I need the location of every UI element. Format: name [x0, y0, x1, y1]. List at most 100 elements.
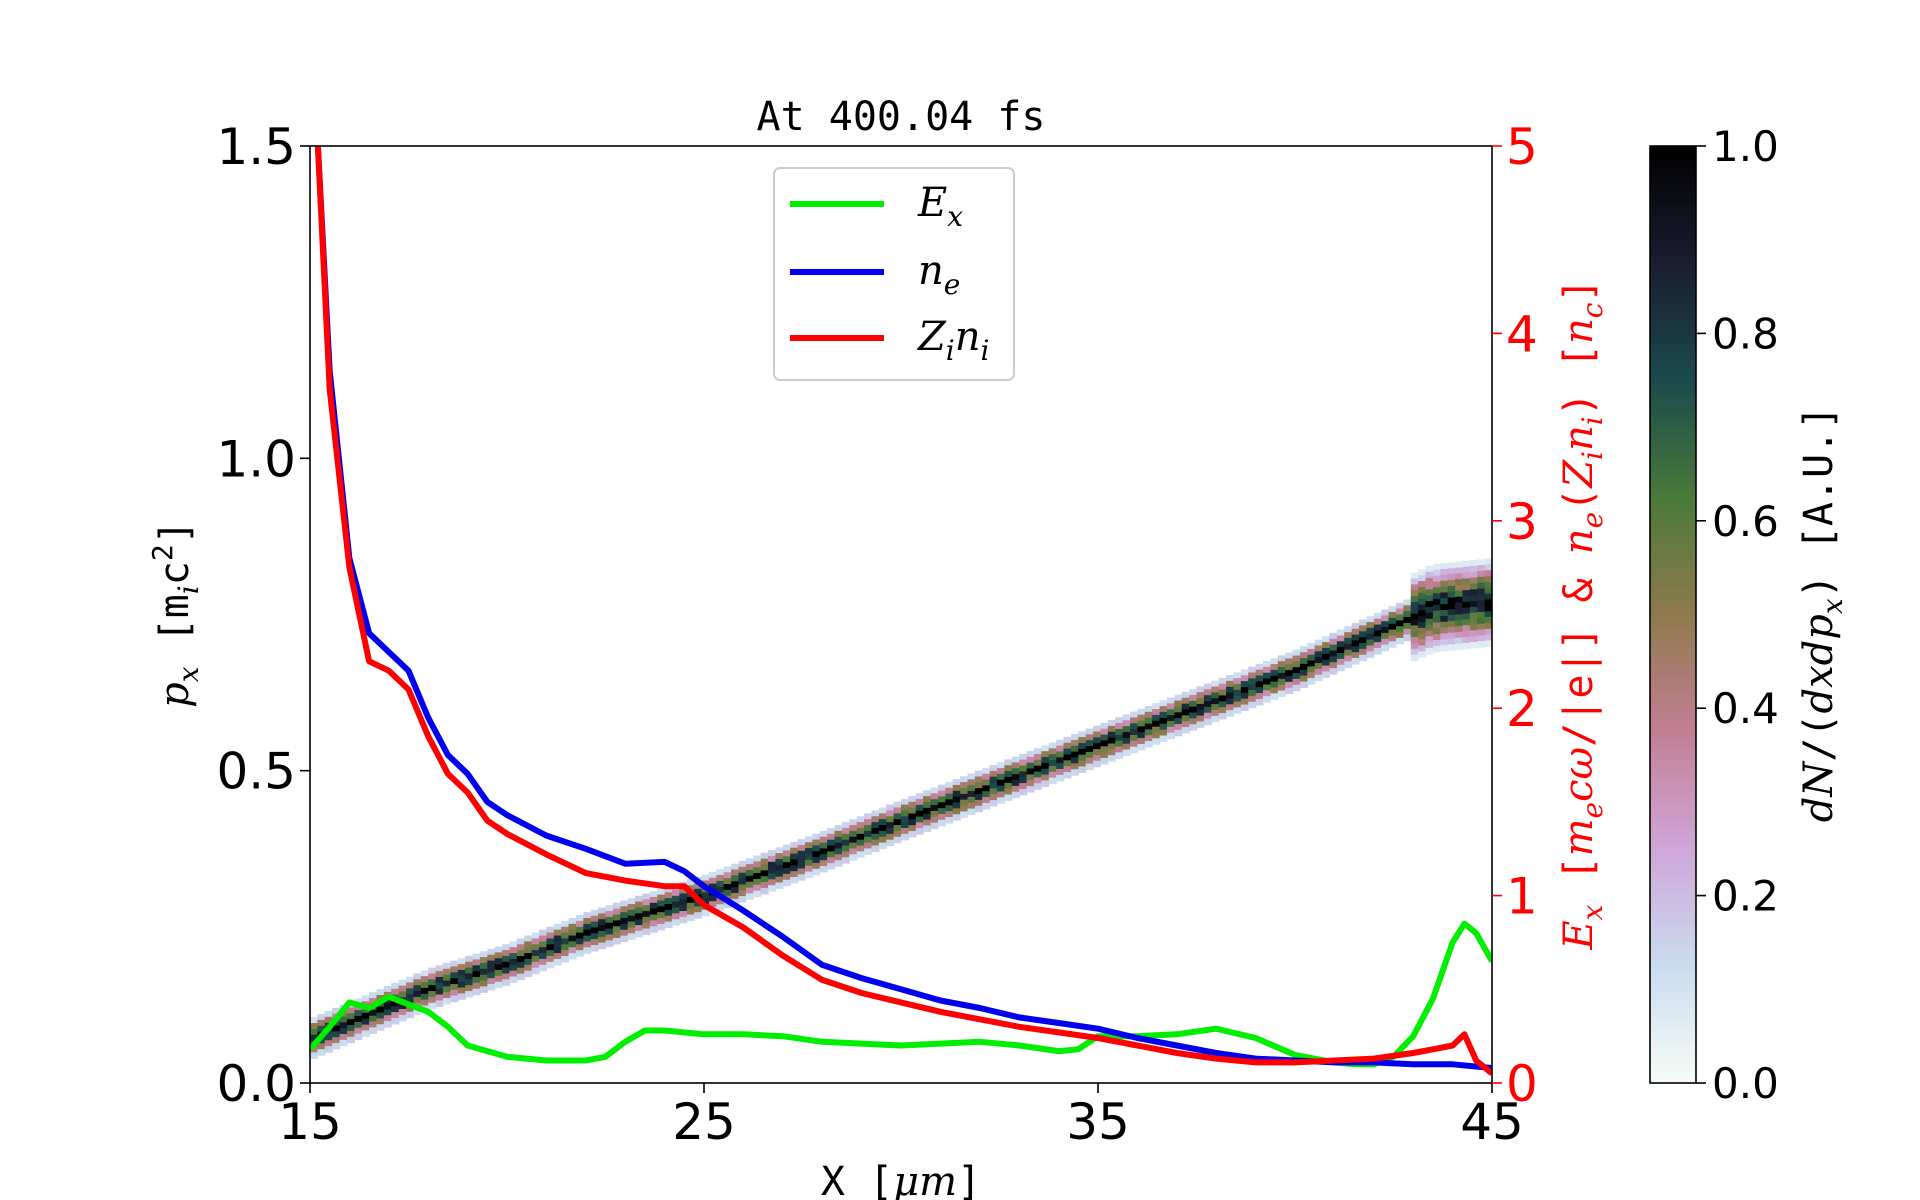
- heatmap-cell: [812, 862, 821, 870]
- heatmap-cell: [1218, 713, 1227, 720]
- heatmap-cell: [1189, 718, 1198, 725]
- heatmap-cell: [1203, 695, 1212, 702]
- heatmap-cell: [841, 851, 850, 858]
- heatmap-cell: [435, 982, 444, 990]
- heatmap-cell: [1418, 610, 1427, 617]
- heatmap-cell: [790, 853, 799, 861]
- heatmap-cell: [1115, 723, 1124, 730]
- heatmap-cell: [420, 970, 429, 977]
- heatmap-cell: [1196, 698, 1205, 705]
- heatmap-cell: [1240, 698, 1249, 706]
- heatmap-cell: [997, 785, 1006, 793]
- heatmap-cell: [797, 874, 806, 881]
- heatmap-cell: [849, 842, 858, 850]
- heatmap-cell: [1462, 572, 1471, 579]
- heatmap-cell: [686, 896, 695, 904]
- heatmap-cell: [1455, 626, 1464, 633]
- heatmap-cell: [819, 866, 828, 873]
- heatmap-cell: [930, 822, 939, 830]
- heatmap-cell: [1455, 602, 1464, 610]
- heatmap-cell: [1455, 631, 1464, 639]
- heatmap-cell: [1359, 654, 1368, 662]
- heatmap-cell: [1432, 610, 1441, 618]
- heatmap-cell: [657, 912, 666, 919]
- heatmap-cell: [701, 892, 710, 899]
- heatmap-cell: [487, 954, 496, 962]
- heatmap-cell: [649, 926, 658, 933]
- heatmap-cell: [509, 958, 518, 966]
- heatmap-cell: [509, 947, 518, 954]
- heatmap-cell: [346, 1007, 355, 1014]
- heatmap-cell: [1203, 712, 1212, 720]
- heatmap-cell: [1122, 720, 1131, 727]
- heatmap-cell: [568, 917, 577, 925]
- heatmap-cell: [376, 1024, 385, 1031]
- heatmap-cell: [1484, 617, 1492, 624]
- heatmap-cell: [450, 984, 459, 991]
- heatmap-cell: [1418, 592, 1427, 600]
- heatmap-cell: [1314, 668, 1323, 676]
- heatmap-cell: [1033, 765, 1042, 773]
- heatmap-cell: [738, 884, 747, 891]
- heatmap-cell: [974, 788, 983, 795]
- heatmap-cell: [893, 836, 902, 844]
- heatmap-cell: [1085, 746, 1094, 753]
- heatmap-cell: [1403, 622, 1412, 630]
- heatmap-cell: [878, 825, 887, 832]
- heatmap-cell: [819, 854, 828, 861]
- heatmap-cell: [1432, 569, 1441, 577]
- heatmap-cell: [937, 813, 946, 821]
- heatmap-cell: [1115, 734, 1124, 742]
- heatmap-cell: [428, 973, 437, 980]
- heatmap-cell: [1418, 645, 1427, 652]
- heatmap-cell: [841, 822, 850, 829]
- heatmap-cell: [1211, 709, 1220, 717]
- heatmap-cell: [516, 967, 525, 975]
- heatmap-cell: [1262, 672, 1271, 680]
- heatmap-cell: [1477, 565, 1486, 572]
- heatmap-cell: [435, 977, 444, 984]
- heatmap-cell: [1233, 683, 1242, 691]
- heatmap-cell: [428, 979, 437, 986]
- heatmap-cell: [1484, 611, 1492, 618]
- heatmap-cell: [539, 935, 547, 942]
- heatmap-cell: [1262, 666, 1271, 674]
- heatmap-cell: [753, 867, 762, 874]
- heatmap-cell: [1026, 774, 1035, 781]
- heatmap-cell: [716, 886, 725, 894]
- heatmap-cell: [539, 953, 547, 960]
- heatmap-cell: [1403, 634, 1412, 642]
- heatmap-cell: [989, 782, 998, 790]
- heatmap-cell: [1484, 622, 1492, 630]
- heatmap-cell: [1329, 668, 1338, 675]
- heatmap-cell: [1440, 633, 1449, 640]
- heatmap-cell: [620, 918, 629, 925]
- heatmap-cell: [583, 923, 592, 931]
- heatmap-cell: [901, 828, 909, 835]
- heatmap-cell: [1440, 639, 1449, 646]
- heatmap-cell: [435, 994, 444, 1002]
- heatmap-cell: [1159, 735, 1168, 742]
- heatmap-cell: [871, 839, 880, 847]
- heatmap-cell: [1440, 627, 1449, 635]
- heatmap-cell: [1462, 636, 1471, 644]
- heatmap-cell: [472, 965, 481, 972]
- heatmap-cell: [1115, 752, 1124, 759]
- heatmap-cell: [620, 929, 629, 937]
- heatmap-cell: [945, 787, 954, 795]
- heatmap-cell: [768, 861, 777, 869]
- heatmap-cell: [1455, 573, 1464, 580]
- heatmap-cell: [864, 830, 873, 838]
- heatmap-cell: [361, 1007, 370, 1014]
- heatmap-cell: [317, 1014, 326, 1021]
- heatmap-cell: [1240, 692, 1249, 700]
- heatmap-cell: [561, 920, 570, 928]
- heatmap-cell: [1403, 617, 1412, 624]
- heatmap-cell: [974, 776, 983, 783]
- heatmap-cell: [723, 901, 732, 909]
- heatmap-cell: [1277, 672, 1286, 680]
- heatmap-cell: [598, 930, 607, 938]
- heatmap-cell: [1100, 757, 1109, 765]
- heatmap-cell: [1307, 660, 1316, 667]
- heatmap-cell: [1004, 788, 1013, 796]
